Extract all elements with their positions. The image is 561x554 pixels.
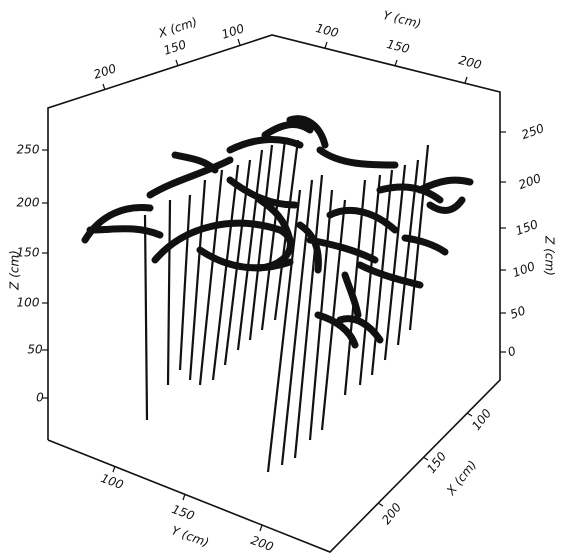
axis-title: Z (cm)	[543, 235, 557, 276]
tick-label: 200	[249, 533, 276, 554]
tick-label: 250	[17, 143, 40, 157]
tick	[464, 76, 468, 84]
stem	[260, 139, 287, 331]
stem	[266, 189, 302, 473]
axis-title: X (cm)	[443, 458, 479, 499]
plants	[81, 115, 474, 473]
tick-label: 200	[517, 171, 544, 192]
axis-title: X (cm)	[156, 15, 199, 41]
stem	[320, 199, 347, 431]
tick	[112, 465, 116, 473]
stem	[188, 179, 207, 381]
stem	[248, 144, 274, 341]
tick	[259, 524, 263, 532]
stem	[198, 169, 224, 386]
tick	[175, 59, 179, 67]
axis-title: Z (cm)	[8, 250, 22, 291]
tick-label: 50	[27, 343, 43, 357]
tick-label: 0	[36, 391, 44, 405]
stem	[358, 174, 382, 386]
leaf	[151, 219, 294, 272]
tick	[466, 412, 473, 417]
tick-label: 100	[314, 21, 340, 40]
leaf	[376, 176, 474, 214]
tick-label: 50	[508, 303, 527, 322]
leaf	[286, 115, 399, 169]
tick	[394, 59, 398, 67]
tick-label: 100	[511, 259, 538, 280]
tick-label: 150	[17, 246, 40, 260]
stem	[343, 179, 367, 396]
leaf	[314, 271, 384, 349]
tick-label: 200	[92, 61, 118, 82]
tick-label: 150	[170, 502, 197, 523]
tick	[182, 493, 186, 501]
stem	[178, 194, 192, 371]
leaf	[256, 196, 322, 274]
tick	[422, 456, 429, 461]
labels: X (cm) 200 150 100 Y (cm) 100 150 200 Z …	[8, 8, 557, 554]
stem	[166, 199, 172, 386]
tick-label: 100	[220, 21, 246, 42]
leaf	[226, 121, 314, 154]
leaf	[146, 151, 234, 199]
leaf	[81, 203, 164, 244]
tick-label: 200	[457, 53, 483, 72]
box	[47, 34, 501, 553]
tick-marks	[42, 38, 506, 532]
axis-title: Y (cm)	[382, 8, 423, 31]
tick-label: 100	[469, 406, 494, 433]
tick	[102, 83, 106, 91]
tick-label: 100	[99, 471, 126, 492]
axis-title: Y (cm)	[170, 523, 211, 549]
tick-label: 0	[506, 344, 518, 360]
tick-label: 200	[17, 196, 40, 210]
tick-label: 200	[379, 500, 404, 527]
tick-label: 150	[385, 37, 411, 56]
tick	[377, 502, 384, 507]
tick-label: 250	[520, 121, 547, 142]
stem	[236, 149, 264, 351]
stem	[143, 214, 149, 421]
stem	[293, 174, 324, 459]
tick-label: 150	[514, 217, 541, 238]
tick	[237, 38, 241, 46]
box-edges	[47, 34, 501, 553]
stem	[383, 164, 407, 361]
tick-label: 100	[17, 296, 40, 310]
stem	[211, 164, 240, 381]
tick	[324, 41, 328, 49]
tick-label: 150	[162, 37, 188, 58]
